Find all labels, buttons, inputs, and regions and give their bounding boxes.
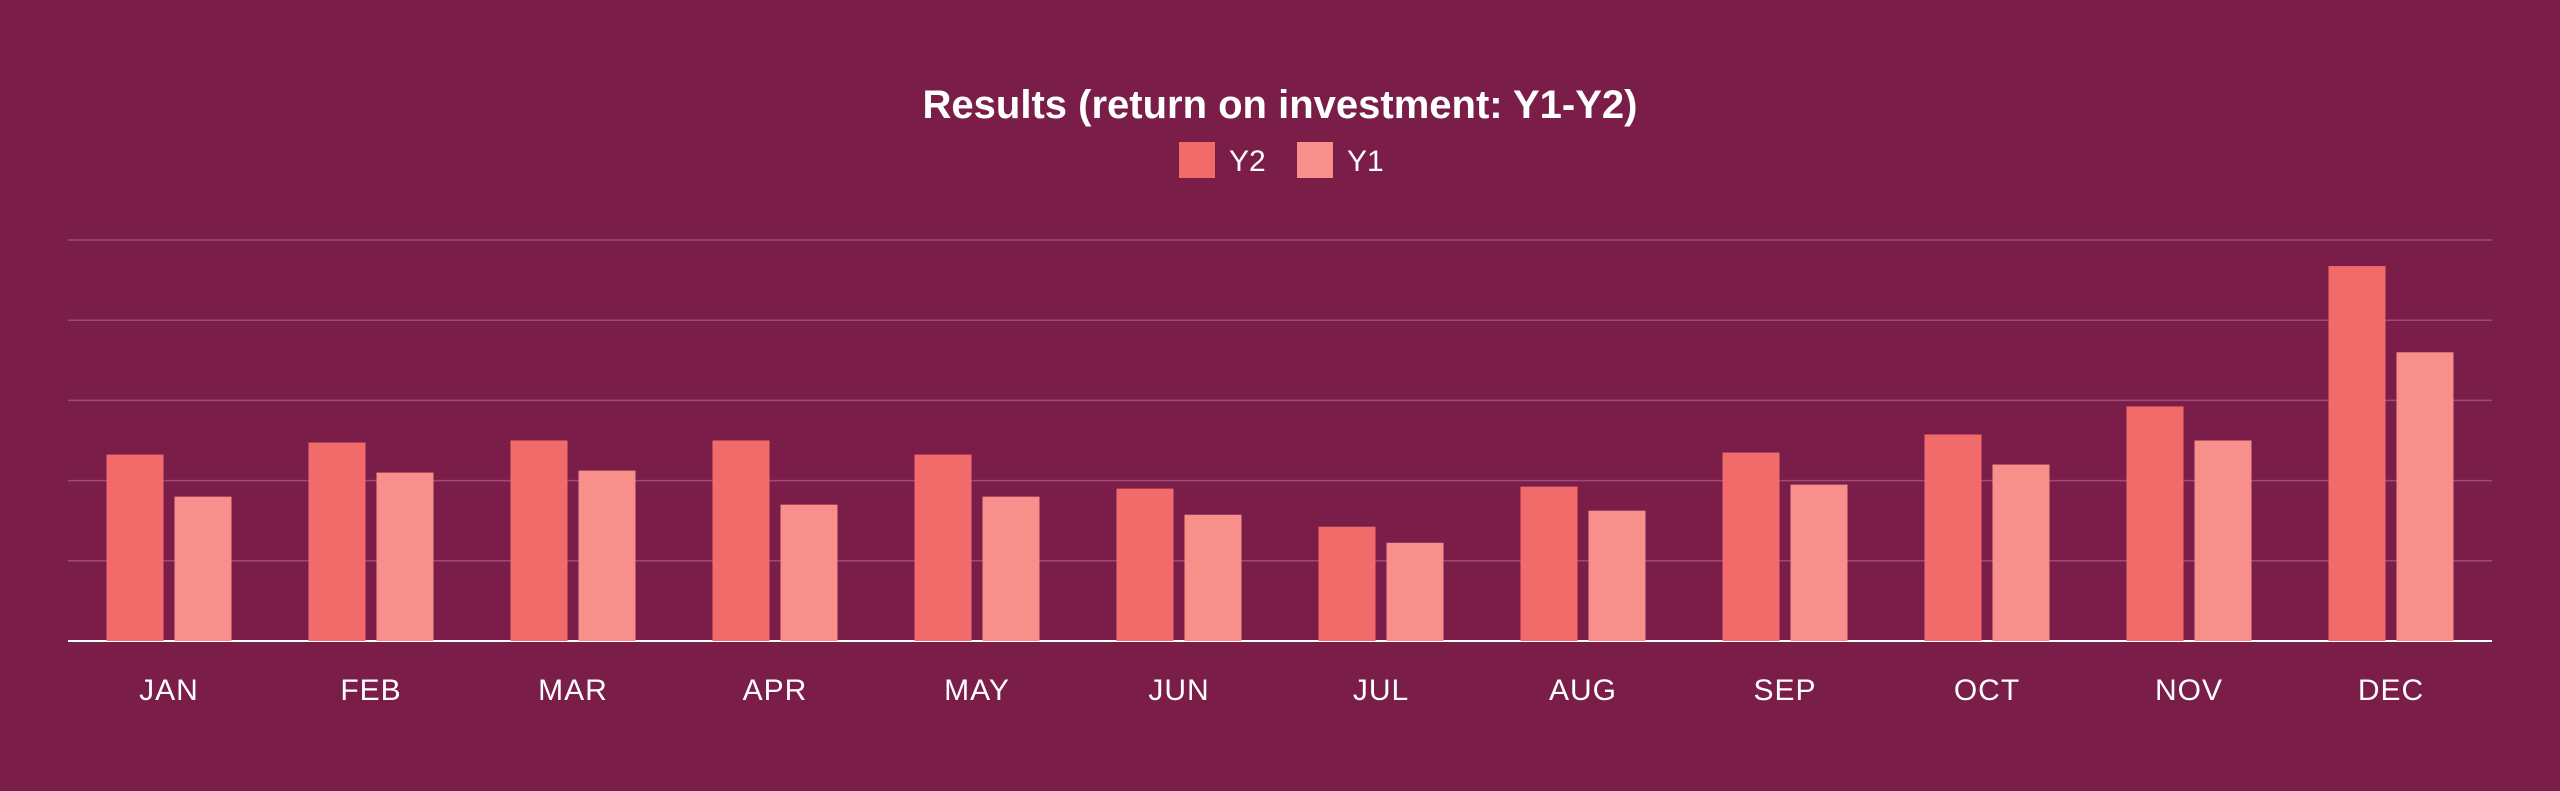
bar-y2-aug: [1520, 486, 1578, 641]
bar-y1-feb: [376, 472, 434, 641]
x-tick-label: FEB: [340, 674, 401, 707]
x-tick-label: AUG: [1549, 674, 1617, 707]
x-tick-label: JAN: [139, 674, 199, 707]
x-tick-label: SEP: [1753, 674, 1816, 707]
legend-item-y1: Y1: [1297, 142, 1384, 178]
x-tick-label: NOV: [2155, 674, 2223, 707]
x-tick-label: JUN: [1148, 674, 1209, 707]
x-tick-label: OCT: [1954, 674, 2020, 707]
bar-y1-mar: [578, 470, 636, 641]
bar-y2-mar: [510, 440, 568, 641]
bar-y2-jul: [1318, 526, 1376, 641]
bar-y1-jun: [1184, 514, 1242, 641]
x-tick-label: MAY: [944, 674, 1010, 707]
bars: [106, 266, 2454, 641]
legend-label: Y2: [1229, 145, 1266, 178]
bar-y1-oct: [1992, 464, 2050, 641]
chart-title: Results (return on investment: Y1-Y2): [923, 83, 1638, 127]
x-axis-tick-labels: JAN FEB MAR APR MAY JUN JUL AUG SEP OCT NOV DEC: [139, 674, 2424, 707]
bar-y1-jul: [1386, 542, 1444, 641]
x-tick-label: DEC: [2358, 674, 2424, 707]
bar-y2-oct: [1924, 434, 1982, 641]
bar-y1-apr: [780, 504, 838, 641]
bar-y2-dec: [2328, 266, 2386, 641]
legend-label: Y1: [1347, 145, 1384, 178]
bar-y1-aug: [1588, 510, 1646, 641]
bar-y1-nov: [2194, 440, 2252, 641]
bar-y2-nov: [2126, 406, 2184, 641]
bar-y1-dec: [2396, 352, 2454, 641]
bar-y1-jan: [174, 496, 232, 641]
x-tick-label: MAR: [538, 674, 608, 707]
bar-y2-jan: [106, 454, 164, 641]
legend-swatch: [1297, 142, 1333, 178]
bar-y2-jun: [1116, 488, 1174, 641]
legend-item-y2: Y2: [1179, 142, 1266, 178]
grid-lines: [68, 239, 2492, 642]
bar-y1-may: [982, 496, 1040, 641]
bar-y2-sep: [1722, 452, 1780, 641]
bar-y2-apr: [712, 440, 770, 641]
bar-y2-feb: [308, 442, 366, 641]
x-tick-label: JUL: [1353, 674, 1409, 707]
legend: Y2 Y1: [1179, 142, 1384, 178]
legend-swatch: [1179, 142, 1215, 178]
x-tick-label: APR: [743, 674, 808, 707]
bar-y2-may: [914, 454, 972, 641]
bar-y1-sep: [1790, 484, 1848, 641]
